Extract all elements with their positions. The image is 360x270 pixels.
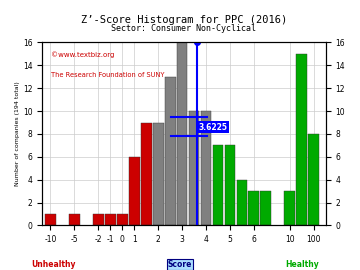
Bar [260,191,271,225]
Bar [129,157,140,225]
Text: Unhealthy: Unhealthy [32,260,76,269]
Bar [69,214,80,225]
Bar [308,134,319,225]
Text: The Research Foundation of SUNY: The Research Foundation of SUNY [51,72,164,78]
Bar [153,123,163,225]
Y-axis label: Number of companies (194 total): Number of companies (194 total) [15,82,20,186]
Bar [45,214,56,225]
Text: Sector: Consumer Non-Cyclical: Sector: Consumer Non-Cyclical [111,24,256,33]
Bar [213,146,223,225]
Bar [165,77,176,225]
Bar [117,214,128,225]
Text: Healthy: Healthy [285,260,319,269]
Bar [141,123,152,225]
Bar [296,54,307,225]
Bar [201,111,211,225]
Bar [284,191,295,225]
Text: ©www.textbiz.org: ©www.textbiz.org [51,52,114,58]
Bar [225,146,235,225]
Title: Z’-Score Histogram for PPC (2016): Z’-Score Histogram for PPC (2016) [81,15,287,25]
Bar [105,214,116,225]
Bar [177,42,188,225]
Bar [93,214,104,225]
Bar [189,111,199,225]
Bar [248,191,259,225]
Text: Score: Score [168,260,192,269]
Bar [237,180,247,225]
Text: 3.6225: 3.6225 [199,123,228,131]
